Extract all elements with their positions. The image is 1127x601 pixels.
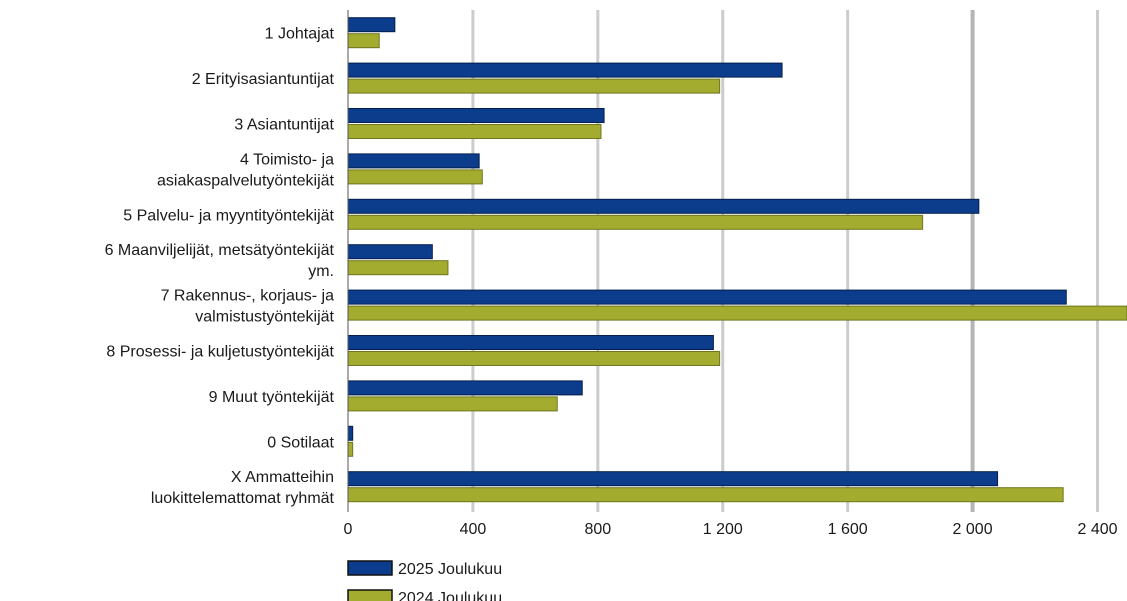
- bar-s2024-7: [347, 351, 721, 366]
- category-label-5-1: ym.: [308, 263, 334, 280]
- bar-s2025-8: [347, 380, 583, 396]
- bar-s2024-10: [347, 487, 1064, 503]
- category-label-0-0: 1 Johtajat: [265, 26, 335, 43]
- x-tick-label-2000: 2 000: [953, 521, 993, 538]
- bar-s2025-3: [347, 153, 480, 169]
- category-label-9-0: 0 Sotilaat: [267, 434, 334, 451]
- category-label-7-0: 8 Prosessi- ja kuljetustyöntekijät: [106, 344, 334, 361]
- legend-label-1: 2024 Joulukuu: [398, 590, 502, 601]
- bar-s2024-1: [347, 78, 721, 94]
- x-tick-label-1600: 1 600: [828, 521, 868, 538]
- bar-s2025-2: [347, 108, 605, 123]
- x-tick-label-800: 800: [584, 521, 611, 538]
- x-tick-label-1200: 1 200: [703, 521, 743, 538]
- x-tick-label-2400: 2 400: [1077, 521, 1117, 538]
- bar-s2025-0: [347, 17, 396, 33]
- bar-s2025-10: [347, 471, 999, 487]
- category-label-5-0: 6 Maanviljelijät, metsätyöntekijät: [105, 242, 335, 259]
- category-label-4-0: 5 Palvelu- ja myyntityöntekijät: [123, 207, 334, 224]
- category-label-8-0: 9 Muut työntekijät: [209, 389, 335, 406]
- bar-s2024-9: [347, 441, 354, 457]
- gridlines: [471, 10, 1099, 512]
- bar-s2025-5: [347, 244, 433, 260]
- x-tick-labels: 0 400 800 1 200 1 600 2 000 2 400: [344, 521, 1118, 538]
- bar-s2025-6: [347, 289, 1067, 305]
- legend-label-0: 2025 Joulukuu: [398, 561, 502, 578]
- legend: 2025 Joulukuu 2024 Joulukuu: [347, 560, 502, 601]
- category-label-3-0: 4 Toimisto- ja: [240, 151, 334, 168]
- bar-s2025-9: [347, 425, 354, 441]
- bar-s2025-1: [347, 62, 783, 78]
- category-label-10-1: luokittelemattomat ryhmät: [151, 490, 335, 507]
- bar-s2024-8: [347, 396, 558, 412]
- bar-s2025-4: [347, 198, 980, 214]
- legend-swatch-1: [347, 589, 393, 601]
- bar-s2024-2: [347, 124, 602, 139]
- category-label-6-0: 7 Rakennus-, korjaus- ja: [161, 288, 335, 305]
- category-label-3-1: asiakaspalvelutyöntekijät: [157, 172, 335, 189]
- bar-s2024-6: [347, 305, 1127, 321]
- bar-s2025-7: [347, 335, 714, 350]
- category-label-1-0: 2 Erityisasiantuntijat: [192, 71, 335, 88]
- bars: [347, 17, 1127, 503]
- bar-s2024-0: [347, 33, 380, 49]
- category-labels: 1 Johtajat 2 Erityisasiantuntijat 3 Asiant…: [105, 26, 335, 508]
- legend-swatch-0: [347, 560, 393, 576]
- category-label-2-0: 3 Asiantuntijat: [234, 117, 334, 134]
- x-tick-label-400: 400: [460, 521, 487, 538]
- x-tick-label-0: 0: [344, 521, 353, 538]
- category-label-6-1: valmistustyöntekijät: [195, 309, 334, 326]
- bar-s2024-3: [347, 169, 483, 185]
- bar-s2024-5: [347, 260, 449, 276]
- bar-s2024-4: [347, 214, 924, 230]
- category-label-10-0: X Ammatteihin: [231, 469, 334, 486]
